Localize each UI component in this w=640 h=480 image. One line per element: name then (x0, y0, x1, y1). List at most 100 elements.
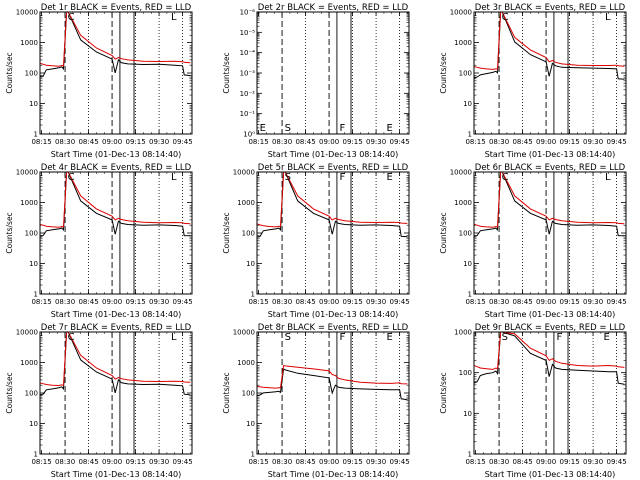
panel-title: Det 6r BLACK = Events, RED = LLD (475, 163, 626, 173)
y-tick-label: 1000 (454, 199, 472, 207)
y-tick-label: 10000 (450, 9, 472, 17)
events-series-line (40, 12, 191, 77)
time-marker-label: C (68, 172, 75, 183)
y-tick-label: 1 (34, 131, 38, 139)
x-tick-label: 09:45 (390, 138, 410, 146)
y-tick-label: 10⁻⁵ (240, 29, 256, 37)
panel-title: Det 7r BLACK = Events, RED = LLD (41, 323, 192, 333)
y-tick-label: 10 (463, 100, 472, 108)
time-marker-label: S (285, 332, 291, 343)
panel-title: Det 1r BLACK = Events, RED = LLD (41, 3, 192, 13)
lld-series-line (257, 365, 408, 389)
x-tick-label: 08:45 (295, 458, 315, 466)
y-tick-label: 1 (34, 451, 38, 459)
lld-series-line (40, 12, 191, 67)
time-marker-label: L (171, 172, 177, 183)
panel-title: Det 4r BLACK = Events, RED = LLD (41, 163, 192, 173)
x-tick-label: 08:45 (512, 458, 532, 466)
y-axis-label: Counts/sec (222, 212, 231, 253)
lld-series-line (474, 12, 625, 70)
detector-panel-4: Det 4r BLACK = Events, RED = LLD Counts/s… (5, 163, 193, 319)
x-tick-label: 09:15 (125, 138, 145, 146)
x-tick-label: 08:45 (78, 298, 98, 306)
x-axis-label: Start Time (01-Dec-13 08:14:40) (268, 150, 399, 159)
time-marker-label: F (339, 123, 345, 134)
detector-panel-3: Det 3r BLACK = Events, RED = LLD Counts/s… (439, 3, 627, 159)
y-axis-label: Counts/sec (5, 212, 14, 253)
time-marker-label: E (386, 332, 392, 343)
x-tick-label: 08:15 (465, 458, 485, 466)
lld-series-line (257, 172, 408, 228)
plot-frame (256, 11, 410, 135)
x-tick-label: 09:45 (173, 298, 193, 306)
x-tick-label: 09:30 (149, 138, 169, 146)
events-series-line (474, 12, 625, 80)
x-tick-label: 08:45 (512, 138, 532, 146)
x-tick-label: 08:30 (272, 458, 292, 466)
x-tick-label: 09:15 (342, 458, 362, 466)
y-tick-label: 10⁻⁶ (240, 9, 256, 17)
x-tick-label: 08:15 (465, 298, 485, 306)
y-axis-label: Counts/sec (222, 52, 231, 93)
plot-frame (39, 171, 193, 295)
time-marker-label: S (502, 332, 508, 343)
y-tick-label: 10⁰ (243, 131, 255, 139)
x-tick-label: 09:15 (559, 458, 579, 466)
lld-series-line (40, 172, 191, 228)
y-tick-label: 1000 (20, 39, 38, 47)
plot-frame (39, 11, 193, 135)
time-marker-label: F (556, 332, 562, 343)
x-tick-label: 09:30 (583, 138, 603, 146)
time-marker-label: C (68, 12, 75, 23)
lld-series-line (40, 332, 191, 387)
y-tick-label: 100 (459, 230, 472, 238)
x-axis-label: Start Time (01-Dec-13 08:14:40) (268, 470, 399, 479)
x-axis-label: Start Time (01-Dec-13 08:14:40) (51, 470, 182, 479)
x-tick-label: 09:00 (102, 298, 122, 306)
plot-frame (473, 171, 627, 295)
x-tick-label: 08:45 (78, 458, 98, 466)
x-axis-label: Start Time (01-Dec-13 08:14:40) (485, 150, 616, 159)
y-tick-label: 10000 (233, 169, 255, 177)
detector-panel-1: Det 1r BLACK = Events, RED = LLD Counts/s… (5, 3, 193, 159)
x-tick-label: 09:15 (559, 298, 579, 306)
y-tick-label: 1000 (237, 359, 255, 367)
y-tick-label: 100 (242, 230, 255, 238)
x-tick-label: 08:45 (512, 298, 532, 306)
detector-panel-5: Det 5r BLACK = Events, RED = LLD Counts/s… (222, 163, 410, 319)
y-tick-label: 1 (468, 291, 472, 299)
y-tick-label: 1 (468, 451, 472, 459)
y-tick-label: 10000 (233, 329, 255, 337)
time-marker-label: L (171, 12, 177, 23)
detector-panel-2: Det 2r BLACK = Events, RED = LLD Counts/s… (222, 3, 410, 159)
y-tick-label: 10 (29, 100, 38, 108)
y-tick-label: 1 (251, 451, 255, 459)
y-tick-label: 1 (34, 291, 38, 299)
time-marker-label: E (386, 123, 392, 134)
x-axis-label: Start Time (01-Dec-13 08:14:40) (51, 150, 182, 159)
panel-title: Det 9r BLACK = Events, RED = LLD (475, 323, 626, 333)
x-tick-label: 09:30 (366, 298, 386, 306)
plot-frame (39, 331, 193, 455)
time-marker-label: S (285, 123, 291, 134)
time-marker-label: C (68, 332, 75, 343)
y-tick-label: 10⁻² (240, 90, 256, 98)
y-tick-label: 10000 (16, 9, 38, 17)
x-tick-label: 09:15 (125, 458, 145, 466)
x-axis-label: Start Time (01-Dec-13 08:14:40) (51, 310, 182, 319)
panel-title: Det 8r BLACK = Events, RED = LLD (258, 323, 409, 333)
lld-series-line (474, 332, 625, 370)
y-tick-label: 100 (25, 230, 38, 238)
panel-title: Det 2r BLACK = Events, RED = LLD (258, 3, 409, 13)
time-marker-label: F (339, 172, 345, 183)
x-tick-label: 09:00 (102, 138, 122, 146)
y-tick-label: 10 (246, 420, 255, 428)
plot-frame (473, 11, 627, 135)
detector-panel-9: Det 9r BLACK = Events, RED = LLD Counts/s… (439, 323, 627, 479)
y-axis-label: Counts/sec (222, 372, 231, 413)
time-marker-label: F (339, 332, 345, 343)
x-tick-label: 08:30 (272, 138, 292, 146)
x-tick-label: 09:45 (607, 458, 627, 466)
x-tick-label: 09:00 (536, 138, 556, 146)
